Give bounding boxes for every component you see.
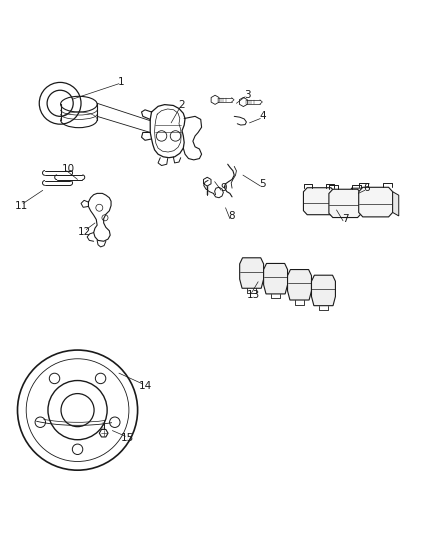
Text: 10: 10 <box>62 164 75 174</box>
Text: 2: 2 <box>179 100 185 110</box>
Polygon shape <box>240 258 264 288</box>
Polygon shape <box>311 275 336 305</box>
Text: 15: 15 <box>121 433 134 443</box>
Text: 8: 8 <box>229 212 235 221</box>
Text: 7: 7 <box>342 214 349 224</box>
Text: 4: 4 <box>259 111 266 122</box>
Polygon shape <box>264 263 288 294</box>
Polygon shape <box>329 189 361 217</box>
Polygon shape <box>359 187 392 217</box>
Text: 6: 6 <box>364 183 370 193</box>
Text: 12: 12 <box>78 227 91 237</box>
Text: 5: 5 <box>259 179 266 189</box>
Polygon shape <box>392 192 399 216</box>
Text: 14: 14 <box>138 381 152 391</box>
Text: 11: 11 <box>14 200 28 211</box>
Text: 3: 3 <box>244 90 251 100</box>
Polygon shape <box>288 270 311 300</box>
Text: 13: 13 <box>247 290 261 300</box>
Text: 1: 1 <box>118 77 124 86</box>
Text: 9: 9 <box>220 183 226 193</box>
Polygon shape <box>304 188 335 215</box>
